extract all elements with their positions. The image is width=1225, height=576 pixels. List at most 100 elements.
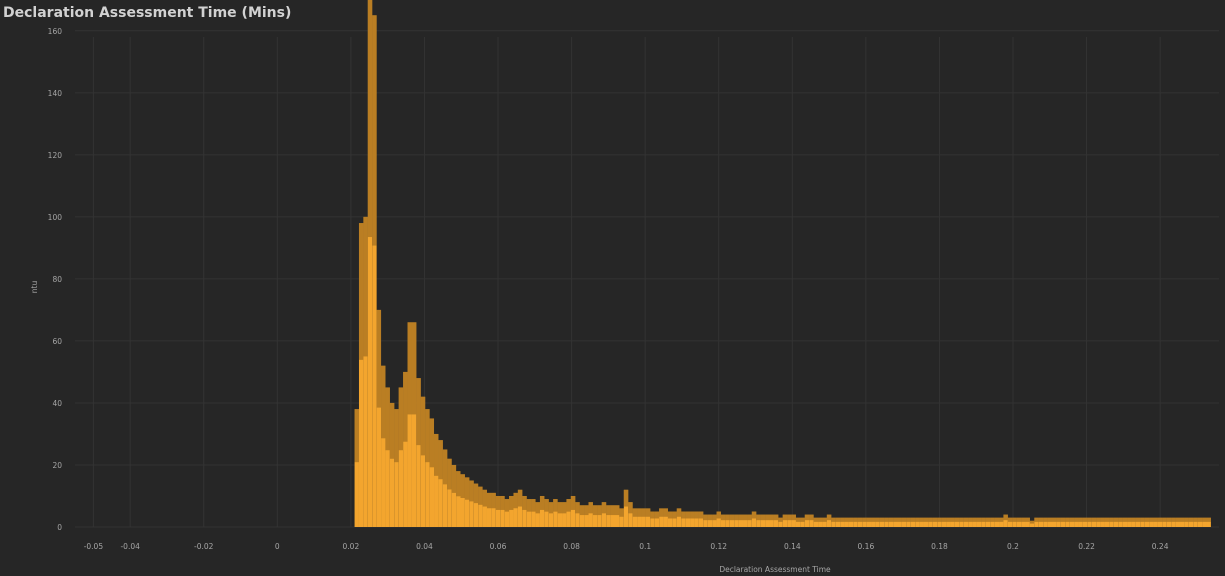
y-tick-label: 120 xyxy=(48,151,63,160)
histogram-bar xyxy=(407,322,412,527)
histogram-bar xyxy=(915,517,920,527)
x-tick-label: 0.02 xyxy=(343,542,360,551)
histogram-bar xyxy=(592,505,598,527)
histogram-bar xyxy=(703,514,708,527)
x-tick-label: 0.04 xyxy=(416,542,433,551)
histogram-bar xyxy=(1193,517,1198,527)
histogram-bar xyxy=(654,511,660,527)
histogram-bar xyxy=(522,495,527,527)
histogram-bar xyxy=(517,489,523,527)
histogram-bar xyxy=(729,514,735,527)
histogram-bar xyxy=(787,514,792,527)
histogram-bar xyxy=(884,517,889,527)
histogram-bar xyxy=(376,309,382,527)
histogram-bar xyxy=(976,517,982,527)
histogram-bar xyxy=(840,517,845,527)
histogram-bar xyxy=(756,514,761,527)
y-axis-title: ntu xyxy=(30,281,39,294)
histogram-bar xyxy=(500,495,505,527)
histogram-bar xyxy=(879,517,885,527)
histogram-bar xyxy=(809,514,814,527)
histogram-bar xyxy=(372,15,377,528)
histogram-bar xyxy=(385,387,390,527)
histogram-bar xyxy=(420,396,426,527)
histogram-bar xyxy=(672,511,677,527)
histogram-bar xyxy=(795,517,801,527)
y-tick-label: 140 xyxy=(48,89,63,98)
histogram-bar xyxy=(1140,517,1145,527)
histogram-bar xyxy=(509,495,514,527)
histogram-bar xyxy=(698,511,704,527)
histogram-bar xyxy=(1074,517,1079,527)
histogram-bar xyxy=(769,514,774,527)
histogram-bar xyxy=(526,499,532,527)
histogram-bar xyxy=(469,480,474,527)
histogram-bar xyxy=(831,517,836,527)
histogram-bar xyxy=(478,486,483,527)
histogram-bar xyxy=(875,517,880,527)
histogram-bar xyxy=(1135,517,1141,527)
histogram-bar xyxy=(765,514,770,527)
x-tick-label: -0.05 xyxy=(84,542,104,551)
histogram-bar xyxy=(570,495,576,527)
histogram-bar xyxy=(1078,517,1083,527)
y-tick-label: 100 xyxy=(48,213,63,222)
histogram-bar xyxy=(1034,517,1039,527)
histogram-bar xyxy=(893,517,898,527)
histogram-bar xyxy=(1051,517,1057,527)
histogram-bar xyxy=(535,502,540,527)
y-tick-label: 80 xyxy=(52,275,62,284)
histogram-bar xyxy=(928,517,933,527)
histogram-bar xyxy=(963,517,969,527)
histogram-bar xyxy=(513,492,518,527)
x-tick-label: -0.02 xyxy=(194,542,214,551)
histogram-bar xyxy=(941,517,947,527)
histogram-bar xyxy=(1100,517,1105,527)
histogram-bar xyxy=(358,223,364,528)
y-axis-ticks: 0 20 40 60 80 100 120 140 160 xyxy=(48,27,63,532)
histogram-bar xyxy=(897,517,902,527)
histogram-bar xyxy=(950,517,955,527)
x-axis-ticks: -0.05 -0.04 -0.02 0 0.02 0.04 0.06 0.08 0.1 0.12 0… xyxy=(84,542,1169,551)
histogram-bar xyxy=(486,492,492,527)
histogram-bar xyxy=(1202,517,1207,527)
histogram-bar xyxy=(937,517,942,527)
histogram-bar xyxy=(782,514,788,527)
histogram-bar xyxy=(923,517,929,527)
histogram-bar xyxy=(1118,517,1123,527)
x-tick-label: 0.18 xyxy=(931,542,948,551)
histogram-bar xyxy=(367,0,373,528)
histogram-bar xyxy=(1021,517,1026,527)
histogram-bar xyxy=(690,511,695,527)
histogram-bar xyxy=(614,505,620,527)
histogram-bar xyxy=(354,409,359,527)
histogram-bar xyxy=(712,514,717,527)
histogram-bar xyxy=(610,505,615,527)
histogram-bar xyxy=(1003,514,1008,527)
histogram-bar xyxy=(389,402,395,527)
x-tick-label: 0.06 xyxy=(490,542,507,551)
histogram-bar xyxy=(813,517,819,527)
histogram-bar xyxy=(747,514,752,527)
histogram-bar xyxy=(994,517,1000,527)
histogram-bar xyxy=(853,517,858,527)
histogram-bar xyxy=(531,499,536,527)
histogram-bar xyxy=(553,499,558,527)
histogram-bar xyxy=(381,365,386,527)
histogram-bar xyxy=(637,508,642,527)
histogram-bar xyxy=(473,483,479,527)
histogram-bar xyxy=(990,517,995,527)
histogram-bar xyxy=(584,505,589,527)
histogram-bar xyxy=(972,517,977,527)
histogram-bar xyxy=(398,387,404,527)
x-tick-label: 0.16 xyxy=(858,542,875,551)
histogram-bar xyxy=(946,517,951,527)
histogram-bar xyxy=(1043,517,1048,527)
x-tick-label: -0.04 xyxy=(120,542,140,551)
histogram-bar xyxy=(685,511,691,527)
x-tick-label: 0.14 xyxy=(784,542,801,551)
histogram-bar xyxy=(725,514,730,527)
histogram-bar xyxy=(1047,517,1052,527)
x-tick-label: 0.24 xyxy=(1152,542,1169,551)
